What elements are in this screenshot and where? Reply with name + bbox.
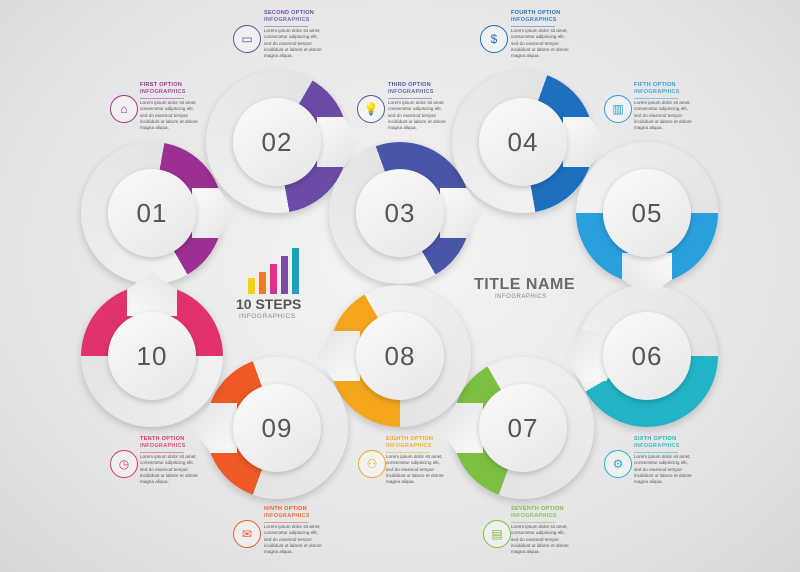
step-01-number: 01: [108, 169, 196, 257]
step-04-label: FOURTH OPTION INFOGRAPHICS: [511, 10, 560, 27]
step-01-label: FIRST OPTION INFOGRAPHICS: [140, 82, 186, 99]
step-04-number: 04: [479, 98, 567, 186]
option-description: Lorem ipsum dolor sit amet, consectetur …: [140, 100, 198, 131]
title-subtitle: INFOGRAPHICS: [495, 294, 547, 300]
step-09-number: 09: [233, 384, 321, 472]
option-subtitle: INFOGRAPHICS: [511, 513, 557, 519]
mail-icon: ✉: [233, 520, 261, 548]
option-description: Lorem ipsum dolor sit amet, consectetur …: [264, 524, 322, 555]
option-subtitle: INFOGRAPHICS: [140, 443, 186, 449]
step-03-label: THIRD OPTION INFOGRAPHICS: [388, 82, 434, 99]
step-09-arrow: [193, 403, 237, 453]
gears-icon: ⚙: [604, 450, 632, 478]
home-icon: ⌂: [110, 95, 138, 123]
option-title: FIFTH OPTION: [634, 82, 676, 88]
option-description: Lorem ipsum dolor sit amet, consectetur …: [634, 454, 692, 485]
step-05-number: 05: [603, 169, 691, 257]
logo-bar: [248, 278, 255, 294]
option-description: Lorem ipsum dolor sit amet, consectetur …: [388, 100, 446, 131]
step-02-number: 02: [233, 98, 321, 186]
step-07-label: SEVENTH OPTION INFOGRAPHICS: [511, 506, 564, 523]
option-description: Lorem ipsum dolor sit amet, consectetur …: [511, 524, 569, 555]
option-title: FIRST OPTION: [140, 82, 183, 88]
option-description: Lorem ipsum dolor sit amet, consectetur …: [634, 100, 692, 131]
option-subtitle: INFOGRAPHICS: [386, 443, 432, 449]
step-09-label: NINTH OPTION INFOGRAPHICS: [264, 506, 310, 523]
logo-title: 10 STEPS: [236, 296, 302, 312]
option-subtitle: INFOGRAPHICS: [264, 17, 310, 23]
option-title: SIXTH OPTION: [634, 436, 677, 442]
logo-bar-chart-icon: [248, 248, 308, 294]
step-02-label: SECOND OPTION INFOGRAPHICS: [264, 10, 314, 27]
step-10-number: 10: [108, 312, 196, 400]
step-06-label: SIXTH OPTION INFOGRAPHICS: [634, 436, 680, 453]
step-08-number: 08: [356, 312, 444, 400]
option-description: Lorem ipsum dolor sit amet, consectetur …: [386, 454, 444, 485]
option-subtitle: INFOGRAPHICS: [140, 89, 186, 95]
step-07-number: 07: [479, 384, 567, 472]
option-title: SEVENTH OPTION: [511, 506, 564, 512]
option-subtitle: INFOGRAPHICS: [634, 89, 680, 95]
logo-bar: [281, 256, 288, 294]
chat-icon: ▭: [233, 25, 261, 53]
title-name: TITLE NAME: [474, 276, 575, 293]
people-icon: ⚇: [358, 450, 386, 478]
logo-bar: [259, 272, 266, 294]
option-title: NINTH OPTION: [264, 506, 308, 512]
cash-icon: ▤: [483, 520, 511, 548]
option-title: EIGHTH OPTION: [386, 436, 434, 442]
option-subtitle: INFOGRAPHICS: [264, 513, 310, 519]
step-10-label: TENTH OPTION INFOGRAPHICS: [140, 436, 186, 453]
option-title: FOURTH OPTION: [511, 10, 561, 16]
step-03-number: 03: [356, 169, 444, 257]
step-08-label: EIGHTH OPTION INFOGRAPHICS: [386, 436, 433, 453]
chart-icon: ▥: [604, 95, 632, 123]
option-subtitle: INFOGRAPHICS: [388, 89, 434, 95]
logo-bar: [270, 264, 277, 294]
option-subtitle: INFOGRAPHICS: [511, 17, 557, 23]
option-title: SECOND OPTION: [264, 10, 315, 16]
step-06-number: 06: [603, 312, 691, 400]
option-title: TENTH OPTION: [140, 436, 185, 442]
option-description: Lorem ipsum dolor sit amet, consectetur …: [140, 454, 198, 485]
option-subtitle: INFOGRAPHICS: [634, 443, 680, 449]
clock-icon: ◷: [110, 450, 138, 478]
logo-subtitle: INFOGRAPHICS: [239, 313, 296, 320]
option-description: Lorem ipsum dolor sit amet, consectetur …: [511, 28, 569, 59]
option-title: THIRD OPTION: [388, 82, 432, 88]
option-description: Lorem ipsum dolor sit amet, consectetur …: [264, 28, 322, 59]
step-05-label: FIFTH OPTION INFOGRAPHICS: [634, 82, 680, 99]
logo-bar: [292, 248, 299, 294]
step-07-arrow: [439, 403, 483, 453]
lightbulb-icon: 💡: [357, 95, 385, 123]
money-hand-icon: $: [480, 25, 508, 53]
